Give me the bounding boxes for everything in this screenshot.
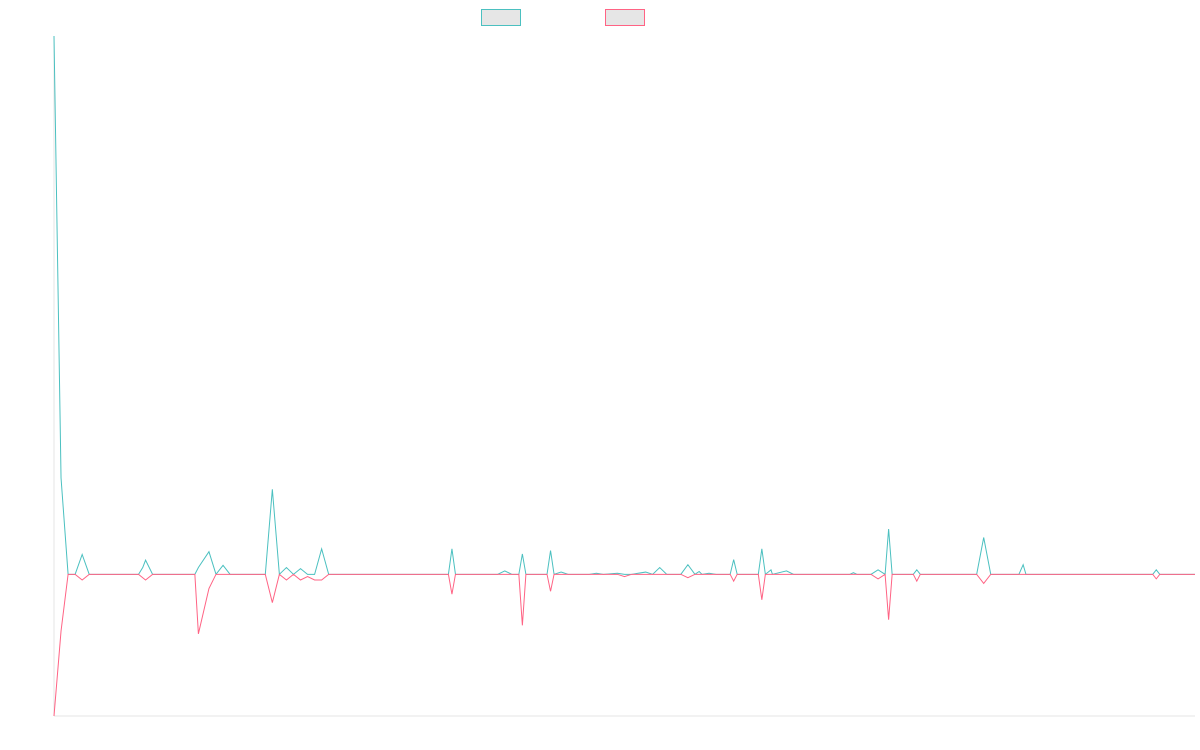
series-line-2 bbox=[53, 573, 1195, 717]
series-layer bbox=[53, 35, 1195, 717]
axes bbox=[53, 36, 1195, 717]
legend bbox=[481, 9, 645, 26]
legend-swatch-2[interactable] bbox=[605, 9, 645, 26]
legend-swatch-1[interactable] bbox=[481, 9, 521, 26]
series-line-1 bbox=[53, 35, 1195, 576]
